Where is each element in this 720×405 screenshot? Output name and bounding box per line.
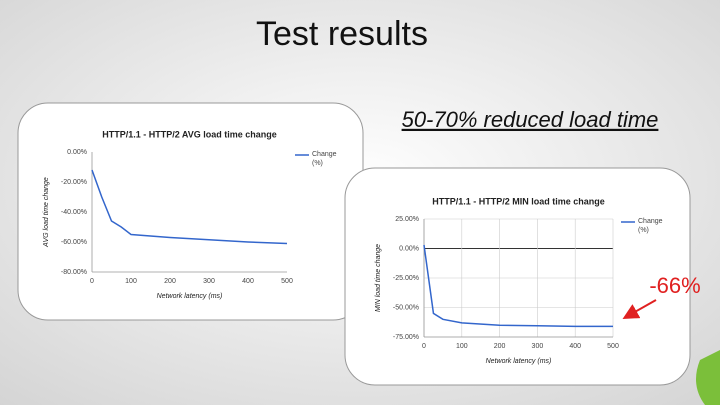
corner-decoration <box>696 350 720 405</box>
legend-entry: Change (%) <box>312 151 337 167</box>
x-axis-label: Network latency (ms) <box>486 358 552 365</box>
y-tick-label: -75.00% <box>393 334 419 341</box>
slide-title: Test results <box>256 15 428 53</box>
y-tick-label: 25.00% <box>395 216 419 223</box>
chart-card <box>344 167 691 386</box>
y-tick-label: -60.00% <box>61 239 87 246</box>
callout: 50-70% reduced load time <box>402 107 659 132</box>
y-axis-label: MIN load time change <box>375 244 382 312</box>
legend-label: Change (%) <box>312 151 337 167</box>
chart-title: HTTP/1.1 - HTTP/2 MIN load time change <box>432 196 605 206</box>
y-axis-label: AVG load time change <box>43 177 50 248</box>
y-tick-label: -25.00% <box>393 275 419 282</box>
y-tick-label: -20.00% <box>61 179 87 186</box>
x-tick-label: 0 <box>90 278 94 285</box>
x-tick-label: 0 <box>422 343 426 350</box>
x-tick-label: 100 <box>456 343 468 350</box>
series-line <box>91 169 288 245</box>
x-tick-label: 500 <box>607 343 619 350</box>
chart-title: HTTP/1.1 - HTTP/2 AVG load time change <box>102 129 277 139</box>
x-tick-label: 300 <box>532 343 544 350</box>
y-tick-label: 0.00% <box>67 149 87 156</box>
series-line <box>423 244 613 328</box>
x-tick-label: 400 <box>242 278 254 285</box>
x-tick-label: 200 <box>494 343 506 350</box>
annotation-arrow <box>622 299 657 319</box>
annotation: -66% <box>649 273 700 298</box>
legend-entry: Change (%) <box>638 218 663 234</box>
x-tick-label: 500 <box>281 278 293 285</box>
y-tick-label: -40.00% <box>61 209 87 216</box>
x-tick-label: 200 <box>164 278 176 285</box>
y-tick-label: 0.00% <box>399 245 419 252</box>
x-axis-label: Network latency (ms) <box>157 293 223 300</box>
y-tick-label: -50.00% <box>393 304 419 311</box>
x-tick-label: 300 <box>203 278 215 285</box>
x-tick-label: 100 <box>125 278 137 285</box>
y-tick-label: -80.00% <box>61 269 87 276</box>
legend-label: Change (%) <box>638 218 663 234</box>
x-tick-label: 400 <box>569 343 581 350</box>
